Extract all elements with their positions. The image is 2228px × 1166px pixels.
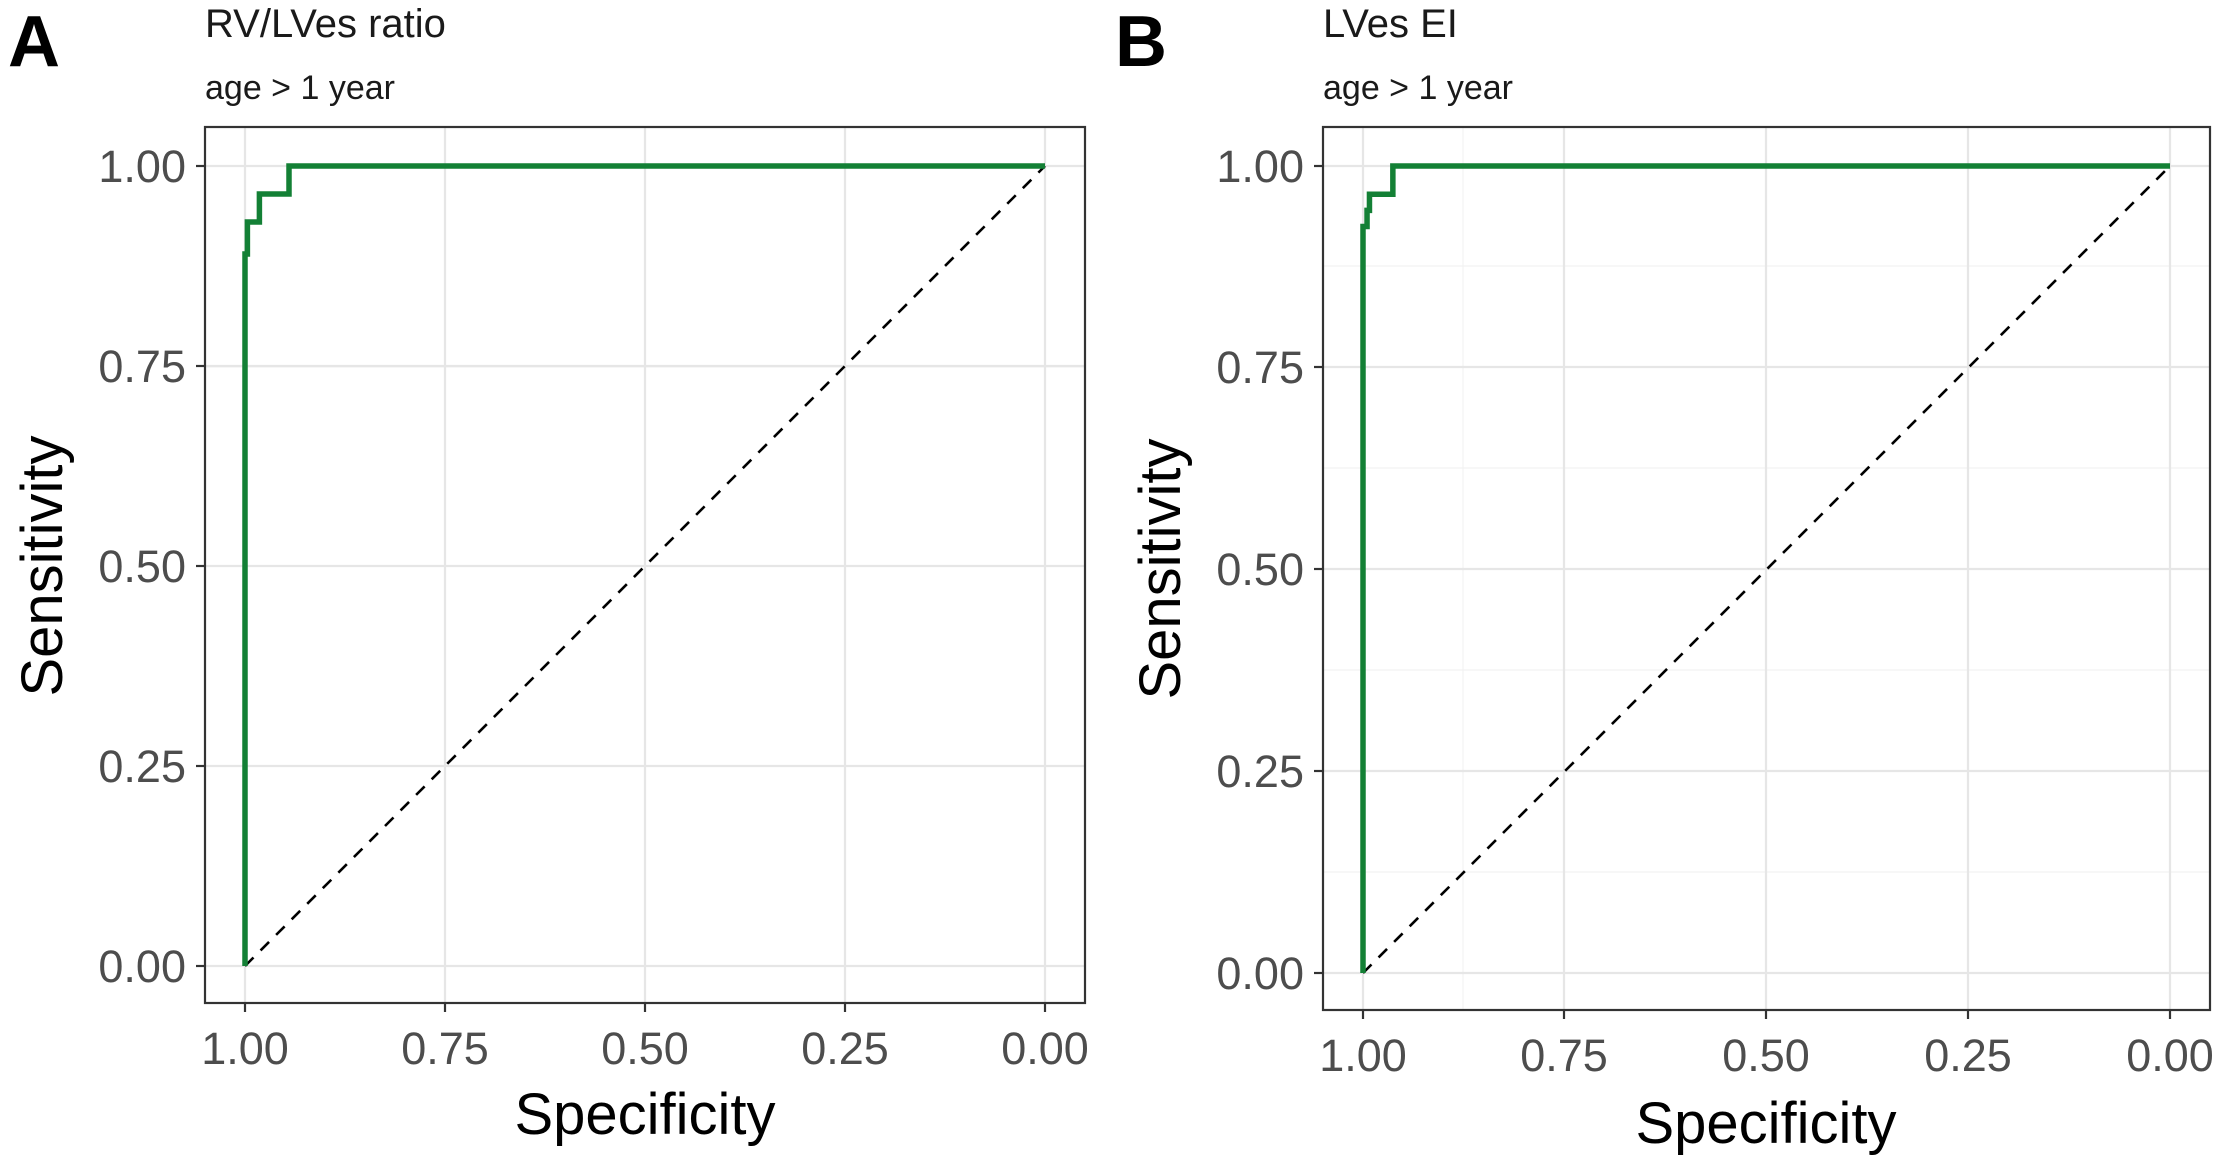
panel-b-label: B [1115,2,1167,82]
panel-b-x-tick-label: 0.75 [1520,1030,1608,1081]
panel-a-subtitle: age > 1 year [205,69,395,107]
panel-b-x-tick-label: 0.50 [1722,1030,1810,1081]
panel-a-grid [205,127,1085,1003]
panel-b: B LVes EI age > 1 year [1115,2,2214,1156]
panel-b-x-axis-label: Specificity [1635,1091,1896,1156]
panel-a: A RV/LVes ratio age > 1 year [8,2,1089,1147]
panel-a-x-tick-label: 0.25 [801,1023,889,1074]
panel-b-subtitle: age > 1 year [1323,69,1513,107]
panel-b-x-ticks: 1.00 0.75 0.50 0.25 0.00 [1319,1010,2214,1081]
panel-b-x-tick-label: 1.00 [1319,1030,1407,1081]
panel-a-title: RV/LVes ratio [205,2,446,46]
panel-b-y-tick-label: 0.00 [1216,948,1304,999]
panel-a-x-tick-label: 0.50 [601,1023,689,1074]
panel-b-x-tick-label: 0.00 [2126,1030,2214,1081]
panel-a-y-tick-label: 0.00 [98,941,186,992]
panel-a-roc-curve [242,163,1045,966]
panel-b-y-axis-label: Sensitivity [1128,438,1193,699]
panel-a-x-tick-label: 1.00 [201,1023,289,1074]
panel-a-y-tick-label: 1.00 [98,141,186,192]
panel-b-title: LVes EI [1323,2,1458,46]
panel-b-roc-curve [1360,163,2170,973]
panel-a-y-tick-label: 0.75 [98,341,186,392]
panel-a-x-tick-label: 0.00 [1001,1023,1089,1074]
panel-b-y-ticks: 1.00 0.75 0.50 0.25 0.00 [1216,141,1323,999]
panel-a-y-tick-label: 0.50 [98,541,186,592]
panel-a-label: A [8,2,60,82]
panel-b-y-tick-label: 0.50 [1216,544,1304,595]
panel-a-y-axis-label: Sensitivity [10,435,75,696]
panel-a-y-tick-label: 0.25 [98,741,186,792]
panel-a-x-axis-label: Specificity [514,1082,775,1147]
panel-b-y-tick-label: 0.25 [1216,746,1304,797]
panel-b-y-tick-label: 0.75 [1216,342,1304,393]
panel-b-x-tick-label: 0.25 [1924,1030,2012,1081]
panel-a-x-tick-label: 0.75 [401,1023,489,1074]
panel-b-grid [1323,127,2210,1010]
panel-b-y-tick-label: 1.00 [1216,141,1304,192]
panel-b-reference-diagonal [1362,165,2171,974]
panel-a-y-ticks: 1.00 0.75 0.50 0.25 0.00 [98,141,205,992]
panel-a-x-ticks: 1.00 0.75 0.50 0.25 0.00 [201,1003,1089,1074]
